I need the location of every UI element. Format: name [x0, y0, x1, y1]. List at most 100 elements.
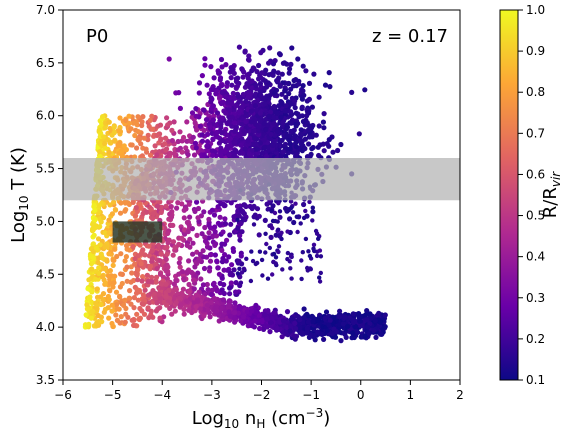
- scatter-point: [292, 105, 298, 111]
- scatter-point: [179, 235, 185, 241]
- scatter-point: [310, 209, 316, 215]
- scatter-point: [205, 307, 211, 313]
- scatter-point: [102, 266, 108, 272]
- scatter-point: [298, 127, 304, 133]
- scatter-point: [315, 144, 321, 150]
- scatter-point: [248, 119, 254, 125]
- y-tick-label: 6.5: [36, 56, 55, 70]
- scatter-point: [193, 304, 199, 310]
- scatter-point: [233, 124, 239, 130]
- scatter-point: [92, 225, 98, 231]
- scatter-point: [96, 270, 102, 276]
- scatter-point: [100, 297, 106, 303]
- scatter-point: [227, 118, 233, 124]
- scatter-point: [269, 208, 274, 213]
- scatter-point: [289, 205, 294, 211]
- scatter-point: [306, 134, 312, 140]
- scatter-point: [279, 71, 285, 77]
- scatter-point: [157, 315, 163, 321]
- scatter-point: [202, 62, 208, 68]
- scatter-point: [313, 132, 319, 138]
- scatter-point: [270, 218, 276, 224]
- scatter-point: [184, 269, 190, 275]
- scatter-point: [207, 252, 214, 258]
- scatter-point: [227, 94, 233, 101]
- scatter-point: [292, 98, 298, 104]
- scatter-point: [261, 144, 268, 151]
- scatter-point: [216, 312, 222, 318]
- scatter-point: [231, 315, 237, 321]
- scatter-point: [345, 323, 351, 329]
- scatter-point: [174, 205, 180, 211]
- scatter-point: [193, 106, 199, 112]
- scatter-point: [293, 77, 299, 83]
- scatter-point: [244, 309, 250, 315]
- scatter-point: [285, 150, 292, 156]
- scatter-point: [276, 75, 282, 81]
- scatter-point: [200, 282, 206, 288]
- scatter-point: [186, 222, 192, 228]
- scatter-point: [157, 258, 163, 264]
- scatter-point: [90, 241, 96, 247]
- scatter-point: [306, 80, 313, 86]
- scatter-point: [220, 229, 226, 235]
- scatter-point: [124, 278, 130, 284]
- scatter-point: [230, 90, 236, 96]
- scatter-point: [314, 253, 320, 259]
- y-tick-label: 7.0: [36, 3, 55, 17]
- scatter-point: [280, 318, 287, 324]
- scatter-point: [154, 203, 161, 209]
- x-tick-label: −6: [54, 388, 72, 402]
- scatter-point: [283, 94, 289, 100]
- scatter-point: [189, 110, 196, 116]
- scatter-point: [100, 291, 107, 297]
- scatter-point: [275, 219, 280, 224]
- scatter-point: [306, 127, 312, 133]
- scatter-point: [288, 61, 294, 67]
- scatter-point: [272, 210, 278, 216]
- scatter-point: [287, 146, 293, 152]
- scatter-point: [191, 286, 197, 292]
- scatter-point: [287, 66, 293, 72]
- scatter-point: [130, 120, 137, 126]
- scatter-point: [299, 113, 305, 119]
- scatter-point: [303, 236, 309, 242]
- scatter-point: [365, 324, 371, 330]
- scatter-point: [180, 286, 186, 292]
- scatter-point: [164, 276, 170, 282]
- scatter-point: [248, 278, 254, 284]
- scatter-point: [171, 150, 177, 157]
- scatter-point: [204, 143, 210, 149]
- scatter-point: [264, 316, 270, 322]
- scatter-point: [367, 311, 373, 317]
- scatter-point: [213, 122, 220, 129]
- scatter-point: [327, 84, 333, 90]
- scatter-point: [219, 137, 225, 144]
- scatter-point: [163, 293, 169, 299]
- scatter-point: [210, 117, 216, 123]
- scatter-point: [240, 91, 246, 98]
- scatter-point: [177, 264, 183, 270]
- scatter-point: [99, 319, 105, 325]
- scatter-point: [204, 82, 210, 88]
- scatter-point: [147, 117, 153, 123]
- scatter-point: [190, 240, 196, 246]
- scatter-point: [176, 90, 182, 96]
- scatter-point: [245, 57, 252, 63]
- scatter-point: [318, 270, 323, 276]
- scatter-point: [229, 114, 235, 120]
- scatter-point: [117, 294, 123, 300]
- scatter-point: [106, 230, 112, 236]
- scatter-point: [185, 152, 191, 158]
- scatter-point: [363, 312, 369, 318]
- scatter-point: [210, 103, 216, 109]
- scatter-point: [181, 215, 187, 221]
- scatter-point: [173, 277, 179, 283]
- scatter-point: [195, 257, 202, 263]
- scatter-point: [107, 268, 113, 274]
- scatter-point: [91, 232, 97, 238]
- scatter-point: [123, 311, 129, 317]
- scatter-point: [237, 237, 243, 243]
- scatter-point: [198, 276, 204, 282]
- scatter-point: [233, 280, 239, 286]
